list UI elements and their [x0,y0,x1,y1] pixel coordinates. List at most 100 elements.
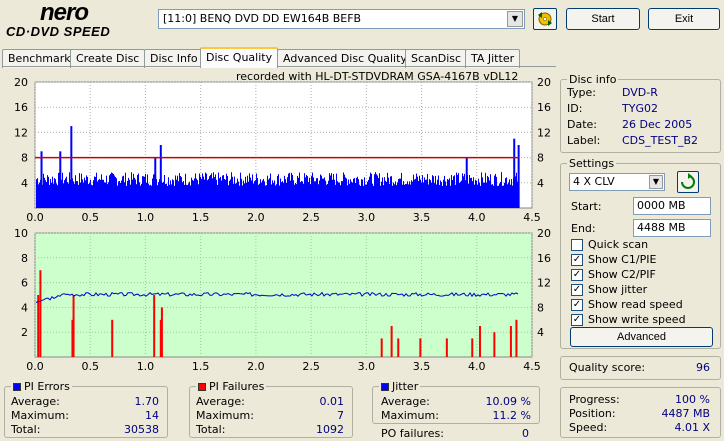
pie-bar [394,184,395,208]
pi-errors-total-label: Total: [11,423,41,436]
pie-bar [270,173,271,208]
tab-create-disc[interactable]: Create Disc [70,49,146,68]
speed-select[interactable]: 4 X CLV ▼ [569,173,665,191]
pie-bar [329,173,330,208]
pie-bar [407,181,408,208]
pie-bar [411,180,412,208]
advanced-button[interactable]: Advanced [570,327,713,347]
pie-bar [58,172,59,208]
tab-scandisc[interactable]: ScanDisc [405,49,468,68]
pie-bar [90,179,91,208]
pie-bar [111,172,112,208]
pie-bar [93,180,94,208]
pie-bar [417,176,418,208]
pie-bar [182,182,183,208]
pie-bar [103,179,104,208]
end-input[interactable]: 4488 MB [633,219,711,237]
pie-bar [186,184,187,208]
pie-bar [362,179,363,208]
pie-bar [220,176,221,208]
drive-select[interactable]: [11:0] BENQ DVD DD EW164B BEFB ▼ [158,9,525,29]
pie-bar [264,181,265,208]
pie-bar [251,180,252,208]
pie-bar [202,173,203,208]
pie-bar [217,184,218,208]
pie-bar [285,179,286,208]
tab-disc-quality[interactable]: Disc Quality [200,47,279,68]
pie-bar [431,182,432,208]
pie-bar [414,179,415,208]
start-label: Start: [571,200,602,213]
speed-refresh-button[interactable] [677,171,699,193]
tab-ta-jitter[interactable]: TA Jitter [465,49,521,68]
pif-bar [493,332,496,357]
disc-refresh-icon [538,12,552,26]
pie-bar [273,182,274,208]
show-jitter-checkbox[interactable]: ✓ [571,284,583,296]
pie-bar [215,174,216,208]
pie-bar [299,172,300,208]
pie-bar [455,184,456,208]
pie-bar [493,185,494,208]
pie-bar [139,182,140,208]
pie-bar [77,181,78,208]
show-c1-pie-checkbox[interactable]: ✓ [571,254,583,266]
y-tick-left: 4 [21,177,28,190]
disc-info-title: Disc info [567,73,619,86]
y-tick-left: 16 [14,101,28,114]
pie-bar [72,178,73,208]
pie-bar [245,176,246,208]
pif-bar [380,338,383,357]
show-read-speed-checkbox[interactable]: ✓ [571,299,583,311]
pie-bar [479,182,480,208]
start-button[interactable]: Start [566,8,640,30]
y-tick-right: 4 [537,326,544,339]
y-tick-left: 6 [21,277,28,290]
pie-bar [489,180,490,208]
pie-bar [324,177,325,208]
show-jitter-label: Show jitter [588,283,648,296]
pi-failures-group: PI Failures Average: 0.01 Maximum: 7 Tot… [189,380,353,438]
start-input[interactable]: 0000 MB [633,197,711,215]
x-tick: 1.0 [137,211,155,224]
pie-bar [507,184,508,208]
show-c1-pie-label: Show C1/PIE [588,253,657,266]
pie-bar [421,182,422,208]
pie-bar [129,179,130,208]
quick-scan-checkbox[interactable] [571,239,583,251]
pi-errors-max-label: Maximum: [11,409,69,422]
pi-failures-total-label: Total: [196,423,226,436]
pie-bar [490,174,491,208]
x-tick: 0.0 [26,211,44,224]
pie-bar [261,182,262,208]
po-failures-label: PO failures: [381,427,444,440]
po-failures-value: 0 [522,427,529,440]
pie-bar [382,177,383,208]
chevron-down-icon[interactable]: ▼ [507,11,523,27]
pie-bar [109,175,110,208]
pie-bar [150,184,151,208]
y-tick-left: 8 [21,152,28,165]
pie-bar [50,179,51,208]
pie-bar [67,182,68,208]
pie-bar [79,173,80,208]
pie-bar [307,176,308,208]
show-c2-pif-checkbox[interactable]: ✓ [571,269,583,281]
pie-bar [73,181,74,208]
pie-bar [515,176,516,208]
pie-bar [166,183,167,208]
pie-bar [200,176,201,208]
pie-bar [259,183,260,208]
pie-bar [433,176,434,208]
pie-bar [380,185,381,208]
show-write-speed-checkbox[interactable]: ✓ [571,314,583,326]
y-tick-right: 8 [537,301,544,314]
pie-bar [271,184,272,208]
pie-bar [105,182,106,208]
drive-refresh-button[interactable] [533,8,557,30]
pie-bar [68,183,69,208]
exit-button[interactable]: Exit [648,8,720,30]
pie-bar [260,179,261,208]
chevron-down-icon[interactable]: ▼ [649,175,663,189]
pie-bar [118,181,119,208]
